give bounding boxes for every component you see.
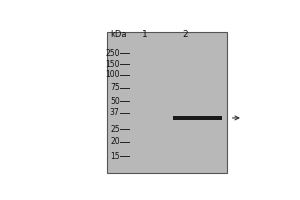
Text: 37: 37 <box>110 108 120 117</box>
Text: 150: 150 <box>105 60 120 69</box>
Bar <box>107 32 227 173</box>
Text: 25: 25 <box>110 125 120 134</box>
Text: kDa: kDa <box>111 30 127 39</box>
Text: 100: 100 <box>105 70 120 79</box>
Text: 50: 50 <box>110 97 120 106</box>
Text: 1: 1 <box>142 30 147 39</box>
Text: 2: 2 <box>182 30 188 39</box>
Text: 250: 250 <box>105 49 120 58</box>
Bar <box>173 116 222 120</box>
Text: 20: 20 <box>110 137 120 146</box>
Text: 15: 15 <box>110 152 120 161</box>
Text: 75: 75 <box>110 83 120 92</box>
